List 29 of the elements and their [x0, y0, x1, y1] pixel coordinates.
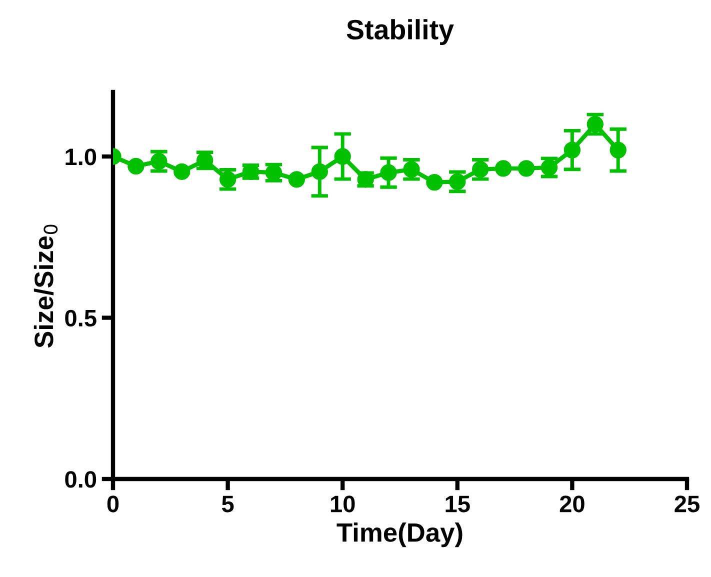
point [564, 142, 581, 158]
point [472, 161, 489, 178]
point [494, 160, 512, 177]
x-tick-label: 0 [107, 496, 119, 512]
point [449, 173, 466, 190]
x-tick-label: 5 [222, 496, 234, 512]
x-axis-title: Time(Day) [336, 522, 462, 548]
x-tick-label: 20 [560, 496, 584, 512]
point [128, 158, 144, 175]
y-axis-title: Size/Size$_{0}$ [34, 224, 58, 348]
x-tick-label: 10 [330, 496, 355, 512]
x-tick-label: 15 [446, 496, 470, 512]
point [586, 116, 604, 133]
y-tick-label: 0.5 [65, 310, 96, 327]
point [403, 161, 420, 178]
point [311, 163, 328, 180]
point [150, 153, 168, 170]
point [610, 142, 626, 158]
point [518, 160, 535, 177]
point [334, 148, 351, 165]
point [174, 163, 190, 180]
point [288, 171, 306, 188]
x-tick-label: 25 [674, 496, 700, 512]
y-tick-label: 1.0 [66, 148, 96, 166]
chart-title: Stability [346, 19, 454, 45]
point [219, 171, 236, 188]
point [426, 174, 443, 191]
y-tick-label: 0.0 [65, 471, 96, 488]
point [380, 164, 397, 181]
